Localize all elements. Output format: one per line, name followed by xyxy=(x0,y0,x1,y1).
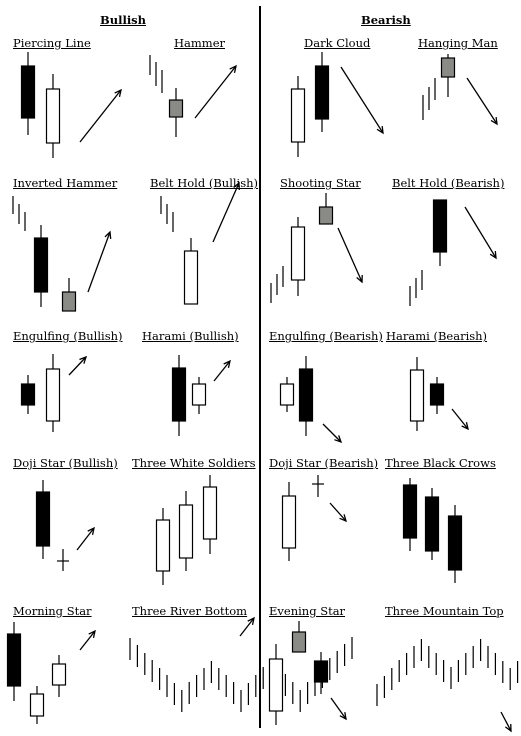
doji-star-bearish-candle-body xyxy=(281,495,297,549)
label-belt-hold-bearish: Belt Hold (Bearish) xyxy=(392,176,505,190)
morning-star-candle-2-body xyxy=(29,693,45,717)
inverted-hammer-arrow-head xyxy=(104,230,112,240)
shooting-star-candle-1-body xyxy=(290,226,306,281)
harami-bullish-arrow-head xyxy=(223,359,231,368)
bullish-section-title: Bullish xyxy=(100,13,147,27)
engulfing-bullish-arrow xyxy=(68,356,87,376)
hanging-man-candle-body xyxy=(440,57,456,78)
engulfing-bearish-candle-1-body xyxy=(279,383,295,406)
inverted-hammer-arrow xyxy=(87,231,111,293)
hanging-man-arrow-head xyxy=(490,116,498,126)
three-black-crows-candle-1-body xyxy=(402,484,418,539)
doji-star-bullish-candle-body xyxy=(35,491,51,547)
morning-star-candle-3-body xyxy=(51,663,67,686)
piercing-line-arrow-head xyxy=(114,88,122,97)
label-evening-star: Evening Star xyxy=(269,604,346,618)
belt-hold-bullish-arrow-head xyxy=(233,181,240,191)
label-shooting-star: Shooting Star xyxy=(280,176,361,190)
hammer-candle-body xyxy=(168,99,184,118)
engulfing-bearish-arrow xyxy=(322,423,342,443)
engulfing-bearish-arrow-head xyxy=(334,435,343,444)
evening-star-candle-3-body xyxy=(313,660,329,683)
label-harami-bearish: Harami (Bearish) xyxy=(386,329,488,343)
label-dark-cloud: Dark Cloud xyxy=(304,36,371,50)
dark-cloud-candle-1-body xyxy=(290,88,306,143)
label-three-black-crows: Three Black Crows xyxy=(385,456,496,470)
label-doji-star-bearish: Doji Star (Bearish) xyxy=(269,456,379,470)
belt-hold-bearish-candle-body xyxy=(432,199,448,253)
harami-bearish-arrow-head xyxy=(461,422,469,431)
three-river-bottom-arrow-head xyxy=(247,616,255,625)
label-three-mountain-top: Three Mountain Top xyxy=(385,604,504,618)
inverted-hammer-candle-2-body xyxy=(61,291,77,312)
engulfing-bearish-candle-2-body xyxy=(298,368,314,422)
belt-hold-bearish-arrow-head xyxy=(489,250,497,260)
harami-bearish-candle-1-body xyxy=(409,369,425,422)
harami-bullish-candle-1-body xyxy=(171,367,187,422)
belt-hold-bullish-candle-body xyxy=(183,250,199,305)
harami-bullish-arrow xyxy=(213,360,231,382)
evening-star-candle-2-body xyxy=(291,631,307,653)
evening-star-arrow-head xyxy=(339,711,347,721)
three-black-crows-candle-3-body xyxy=(447,515,463,571)
hanging-man-arrow xyxy=(466,77,498,125)
three-mountain-top-arrow-head xyxy=(504,723,512,733)
label-engulfing-bullish: Engulfing (Bullish) xyxy=(13,329,123,343)
dark-cloud-candle-2-body xyxy=(314,65,330,120)
label-engulfing-bearish: Engulfing (Bearish) xyxy=(269,329,383,343)
inverted-hammer-candle-1-body xyxy=(33,237,49,293)
label-morning-star: Morning Star xyxy=(13,604,92,618)
label-three-white-soldiers: Three White Soldiers xyxy=(132,456,256,470)
shooting-star-arrow xyxy=(337,227,363,283)
three-mountain-top-arrow xyxy=(500,711,512,732)
shooting-star-arrow-head xyxy=(356,274,363,284)
bearish-section-title: Bearish xyxy=(361,13,411,27)
evening-star-arrow xyxy=(330,697,347,720)
doji-star-bullish-arrow xyxy=(76,527,95,551)
label-hanging-man: Hanging Man xyxy=(418,36,498,50)
doji-star-bearish-arrow xyxy=(329,502,347,522)
three-black-crows-candle-2-body xyxy=(424,496,440,552)
label-harami-bullish: Harami (Bullish) xyxy=(142,329,239,343)
harami-bearish-arrow xyxy=(451,408,469,430)
three-white-soldiers-candle-3-body xyxy=(202,486,218,540)
label-hammer: Hammer xyxy=(174,36,225,50)
hammer-arrow-head xyxy=(229,64,237,73)
doji-star-bearish-arrow-head xyxy=(339,514,347,523)
belt-hold-bearish-arrow xyxy=(464,206,497,259)
piercing-line-candle-2-body xyxy=(45,88,61,144)
three-white-soldiers-candle-1-body xyxy=(155,519,171,572)
piercing-line-candle-1-body xyxy=(20,65,36,119)
morning-star-arrow-head xyxy=(88,629,96,638)
dark-cloud-arrow-head xyxy=(376,125,384,135)
three-white-soldiers-candle-2-body xyxy=(178,504,194,559)
hammer-arrow xyxy=(194,65,237,119)
three-river-bottom-arrow xyxy=(239,617,255,637)
section-divider xyxy=(259,6,261,728)
label-piercing-line: Piercing Line xyxy=(13,36,91,50)
belt-hold-bullish-arrow xyxy=(212,182,240,243)
doji-star-bullish-arrow-head xyxy=(87,526,95,535)
shooting-star-candle-2-body xyxy=(318,206,334,225)
label-inverted-hammer: Inverted Hammer xyxy=(13,176,118,190)
morning-star-arrow xyxy=(79,630,96,651)
harami-bullish-candle-2-body xyxy=(191,383,207,406)
engulfing-bullish-candle-1-body xyxy=(20,383,36,406)
dark-cloud-arrow xyxy=(340,66,384,134)
engulfing-bullish-arrow-head xyxy=(79,355,88,364)
engulfing-bullish-candle-2-body xyxy=(45,368,61,422)
morning-star-candle-1-body xyxy=(6,633,22,687)
harami-bearish-candle-2-body xyxy=(429,383,445,406)
evening-star-candle-1-body xyxy=(268,658,284,712)
label-doji-star-bullish: Doji Star (Bullish) xyxy=(13,456,118,470)
label-belt-hold-bullish: Belt Hold (Bullish) xyxy=(150,176,259,190)
label-three-river-bottom: Three River Bottom xyxy=(132,604,248,618)
piercing-line-arrow xyxy=(79,89,122,143)
